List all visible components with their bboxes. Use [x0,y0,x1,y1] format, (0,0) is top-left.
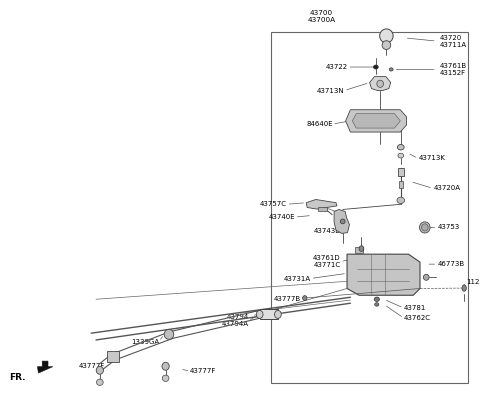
Text: 43720A: 43720A [433,185,460,192]
Bar [355,247,363,253]
Ellipse shape [462,285,466,291]
Text: 43731A: 43731A [284,275,311,282]
Ellipse shape [275,310,281,318]
Ellipse shape [398,153,404,158]
Ellipse shape [377,80,384,87]
Text: 43757C: 43757C [260,201,287,207]
Polygon shape [370,77,391,91]
Ellipse shape [423,275,429,280]
Ellipse shape [382,41,391,49]
Ellipse shape [162,362,169,370]
Text: 43762C: 43762C [404,315,431,321]
Text: 1339GA: 1339GA [131,338,159,345]
Ellipse shape [420,222,430,233]
Text: 43777F: 43777F [78,363,105,369]
Polygon shape [347,254,420,295]
Ellipse shape [359,246,364,251]
Polygon shape [334,209,349,233]
Ellipse shape [96,366,103,374]
Text: 84640E: 84640E [306,121,333,127]
Polygon shape [37,361,53,373]
Ellipse shape [380,29,393,43]
Bar [399,181,403,188]
Text: 43713N: 43713N [317,87,345,94]
Polygon shape [346,110,407,132]
Text: FR.: FR. [10,373,26,381]
Ellipse shape [340,219,345,224]
Ellipse shape [421,224,428,231]
Ellipse shape [256,310,263,318]
Ellipse shape [164,330,174,339]
Text: 43720
43711A: 43720 43711A [439,36,467,48]
Ellipse shape [374,297,379,302]
Text: 1125KJ: 1125KJ [467,279,480,286]
Bar [107,351,119,362]
Ellipse shape [96,379,103,385]
Text: 43713K: 43713K [419,155,445,162]
Text: 43761D
43771C: 43761D 43771C [313,255,341,268]
Ellipse shape [162,375,169,381]
Text: 46773B: 46773B [438,261,465,267]
Text: 43777B: 43777B [273,296,300,302]
Text: 43722: 43722 [326,64,348,70]
Text: 43781: 43781 [404,305,427,311]
Ellipse shape [389,68,393,71]
Text: 43743D: 43743D [313,227,341,234]
Polygon shape [352,114,400,128]
Text: 43794
43794A: 43794 43794A [222,314,249,327]
Text: 43761B
43152F: 43761B 43152F [439,63,467,76]
Bar [398,168,404,176]
Ellipse shape [397,144,404,150]
Ellipse shape [373,65,378,69]
Bar [260,310,278,319]
Bar [318,207,327,211]
Bar [271,32,468,383]
Text: 43753: 43753 [438,224,460,231]
Ellipse shape [302,296,307,300]
Text: 43777F: 43777F [190,368,216,374]
Polygon shape [306,200,337,209]
Ellipse shape [397,197,405,203]
Text: 43700
43700A: 43700 43700A [308,10,336,23]
Text: 43740E: 43740E [269,214,295,220]
Ellipse shape [374,302,379,306]
